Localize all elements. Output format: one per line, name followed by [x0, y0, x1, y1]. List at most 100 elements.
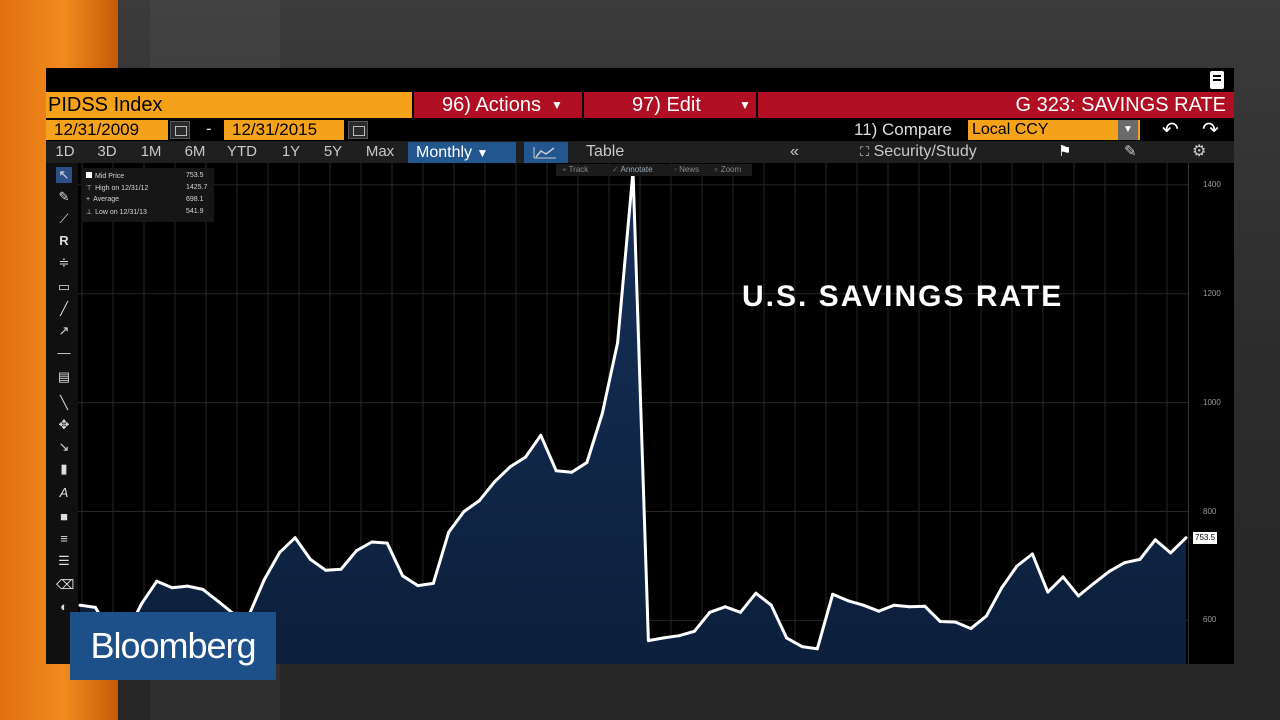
data-point — [262, 578, 266, 582]
tab-zoom[interactable]: ⌕ Zoom — [714, 165, 742, 174]
range-ytd[interactable]: YTD — [227, 143, 257, 160]
data-point — [170, 586, 174, 590]
line-icon[interactable]: ╱ — [60, 301, 68, 316]
edit-menu[interactable]: 97) Edit ▼ — [584, 92, 756, 118]
data-point — [861, 603, 865, 607]
chart-plot-area[interactable] — [78, 163, 1188, 664]
magnet-icon[interactable]: ◐ — [60, 599, 68, 614]
data-point — [769, 603, 773, 607]
legend-item: Mid Price — [86, 172, 124, 180]
data-point — [785, 636, 789, 640]
range-1m[interactable]: 1M — [140, 143, 162, 160]
collapse-icon[interactable]: « — [790, 143, 799, 160]
redo-icon[interactable]: ↷ — [1202, 119, 1219, 141]
ticker-field[interactable]: PIDSS Index — [46, 92, 412, 118]
range-6m[interactable]: 6M — [184, 143, 206, 160]
table-button[interactable]: Table — [586, 143, 625, 160]
line-style-icon[interactable]: ≡ — [60, 531, 68, 546]
data-point — [815, 647, 819, 651]
legend-item: ⊤ High on 12/31/12 — [86, 184, 148, 192]
data-point — [570, 470, 574, 474]
range-5y[interactable]: 5Y — [323, 143, 343, 160]
data-point — [324, 568, 328, 572]
tab-annotate[interactable]: ✓ Annotate — [612, 165, 653, 174]
tab-track-label: Track — [568, 165, 589, 174]
tab-track[interactable]: ⌖ Track — [562, 165, 589, 174]
select-icon[interactable]: ↘ — [58, 439, 70, 454]
legend-value: 1425.7 — [186, 184, 208, 191]
end-date-field[interactable]: 12/31/2015 — [224, 120, 344, 140]
frequency-dropdown[interactable]: Monthly ▼ — [408, 142, 516, 163]
calendar-icon[interactable] — [348, 121, 368, 139]
pen-icon[interactable]: ✎ — [58, 189, 70, 204]
chart-type-button[interactable] — [524, 142, 568, 163]
trend-icon[interactable]: ⟋ — [59, 211, 69, 226]
print-icon[interactable] — [1208, 70, 1226, 90]
data-point — [339, 567, 343, 571]
data-point — [877, 609, 881, 613]
undo-icon[interactable]: ↶ — [1162, 119, 1179, 141]
data-point — [508, 465, 512, 469]
actions-menu[interactable]: 96) Actions ▼ — [414, 92, 582, 118]
data-point — [447, 530, 451, 534]
range-3d[interactable]: 3D — [97, 143, 117, 160]
brush-icon[interactable]: ╲ — [60, 395, 68, 410]
legend-label: Low on 12/31/13 — [95, 209, 147, 216]
tab-news-label: News — [679, 165, 700, 174]
move-icon[interactable]: ✥ — [58, 417, 70, 432]
flag-icon[interactable]: ⚑ — [1058, 143, 1072, 160]
security-study-button[interactable]: ⛶ Security/Study — [860, 141, 977, 163]
high-marker-icon: ⊤ — [86, 185, 93, 192]
data-point — [616, 341, 620, 345]
ray-icon[interactable]: ↗ — [58, 323, 70, 338]
range-1y[interactable]: 1Y — [281, 143, 301, 160]
frequency-label: Monthly — [416, 144, 473, 161]
eraser-icon[interactable]: ⌫ — [56, 577, 75, 592]
data-point — [355, 549, 358, 553]
text-r-icon[interactable]: R — [59, 233, 69, 248]
color-swatch-icon[interactable]: ■ — [60, 509, 68, 524]
data-point — [370, 540, 374, 544]
study-icon: ⛶ — [860, 144, 870, 159]
channel-icon[interactable]: ▤ — [57, 369, 71, 384]
legend-value: 698.1 — [186, 196, 204, 203]
data-point — [831, 592, 835, 596]
range-1d[interactable]: 1D — [55, 143, 75, 160]
data-point — [1061, 575, 1065, 579]
data-point — [1184, 536, 1188, 540]
calendar-icon[interactable] — [170, 121, 190, 139]
chevron-down-icon[interactable]: ▼ — [1118, 120, 1138, 140]
date-separator: - — [206, 119, 212, 138]
chart-mode-tabs: ⌖ Track ✓ Annotate ▫ News ⌕ Zoom — [556, 164, 752, 176]
overlay-title: U.S. SAVINGS RATE — [742, 280, 1064, 313]
data-point — [155, 579, 159, 583]
legend-label: High on 12/31/12 — [95, 185, 149, 192]
trash-icon[interactable]: ▮ — [60, 461, 68, 476]
tab-news[interactable]: ▫ News — [674, 165, 700, 174]
data-point — [1000, 586, 1004, 590]
line-weight-icon[interactable]: ☰ — [58, 553, 70, 568]
start-date-field[interactable]: 12/31/2009 — [46, 120, 168, 140]
range-max[interactable]: Max — [365, 143, 395, 160]
data-point — [139, 602, 143, 606]
y-tick-label: 800 — [1203, 506, 1217, 516]
cursor-icon[interactable]: ↖ — [56, 167, 72, 183]
legend-label: Average — [93, 196, 120, 203]
legend-item: ⊥ Low on 12/31/13 — [86, 208, 147, 216]
data-point — [754, 591, 758, 595]
data-point — [723, 605, 727, 609]
currency-field[interactable]: Local CCY — [968, 120, 1140, 140]
hline-icon[interactable]: — — [57, 345, 71, 360]
data-point — [585, 461, 589, 464]
data-point — [293, 536, 297, 540]
text-icon[interactable]: A — [59, 485, 69, 500]
edit-icon[interactable]: ✎ — [1124, 143, 1137, 160]
compare-label[interactable]: 11) Compare — [854, 120, 952, 139]
data-point — [1123, 561, 1127, 565]
rectangle-icon[interactable]: ▭ — [57, 279, 71, 294]
header-bar: PIDSS Index 96) Actions ▼ 97) Edit ▼ G 323… — [46, 92, 1234, 118]
gear-icon[interactable]: ⚙ — [1192, 143, 1207, 160]
y-tick-label: 1000 — [1203, 397, 1221, 407]
fib-icon[interactable]: ≑ — [58, 255, 70, 270]
data-point — [493, 480, 497, 484]
